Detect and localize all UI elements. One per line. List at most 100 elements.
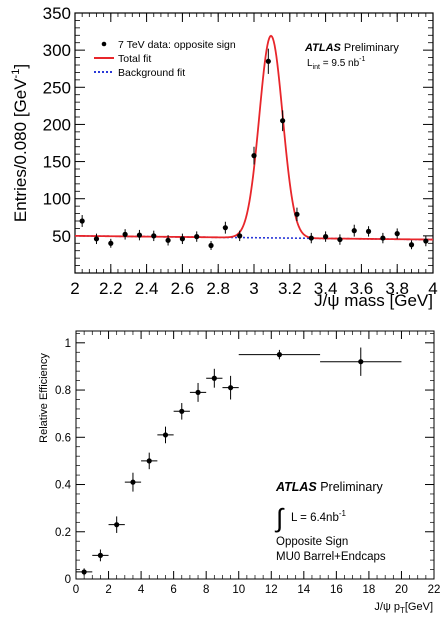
top-data-point <box>151 230 157 242</box>
top-data-marker <box>122 231 128 237</box>
bottom-data-marker <box>227 385 234 391</box>
top-data-marker <box>165 237 171 243</box>
svg-text:ATLAS Preliminary: ATLAS Preliminary <box>304 42 399 54</box>
bottom-atlas-label: ATLAS Preliminary ∫ L = 6.4nb-1 Opposite… <box>274 480 386 563</box>
bottom-x-axis-label: J/ψ pT[GeV] <box>374 601 433 615</box>
top-data-point <box>423 235 429 247</box>
bottom-data-point <box>238 349 321 360</box>
bottom-tick-labels: 0 2 4 6 8 10 12 14 16 18 20 22 0 0.2 0.4 0.6 0.8 1 <box>55 338 440 596</box>
top-luminosity: Lint = 9.5 nb-1 <box>307 56 366 71</box>
top-data-point <box>337 234 343 245</box>
top-data-point <box>179 233 185 245</box>
top-y-tick-label: 100 <box>43 190 71 209</box>
top-data-point <box>93 233 100 245</box>
bottom-y-tick-label: 0 <box>65 574 71 586</box>
top-data-marker <box>136 232 143 238</box>
bottom-data-point <box>189 382 207 402</box>
bottom-data-marker <box>130 479 136 485</box>
bottom-data-point <box>76 568 93 576</box>
top-x-tick-label: 2.4 <box>135 279 159 298</box>
bottom-y-axis-label: Relative Efficiency <box>38 353 50 443</box>
bottom-y-tick-label: 0.4 <box>55 480 72 492</box>
bottom-x-tick-label: 10 <box>232 584 245 596</box>
bottom-data-marker <box>276 352 283 358</box>
top-data-marker <box>251 153 257 159</box>
top-data-point <box>136 229 143 241</box>
top-data-point <box>408 240 415 250</box>
top-data-marker <box>237 233 243 239</box>
top-data-point <box>294 207 300 221</box>
bottom-x-tick-label: 16 <box>330 584 343 596</box>
top-data-point <box>351 224 357 237</box>
top-atlas-label: ATLAS Preliminary Lint = 9.5 nb-1 <box>304 42 399 71</box>
top-x-tick-label: 3.4 <box>314 279 338 298</box>
bottom-atlas-bold: ATLAS <box>275 480 317 494</box>
bottom-data-point <box>206 368 223 388</box>
top-atlas-preliminary: Preliminary <box>341 42 400 54</box>
svg-text:ATLAS Preliminary: ATLAS Preliminary <box>275 480 383 494</box>
bottom-trigger-label: MU0 Barrel+Endcaps <box>276 551 386 563</box>
top-data-marker <box>323 234 329 240</box>
top-atlas-bold: ATLAS <box>304 42 342 54</box>
bottom-atlas-preliminary: Preliminary <box>317 480 384 494</box>
top-data-point <box>222 221 228 234</box>
top-data-marker <box>151 233 157 239</box>
top-data-marker <box>423 238 429 244</box>
bottom-data-point <box>222 375 239 400</box>
top-legend: 7 TeV data: opposite sign Total fit Back… <box>94 39 236 79</box>
bottom-x-tick-label: 2 <box>105 584 111 596</box>
top-data-point <box>194 231 200 242</box>
bottom-axis-ticks <box>75 331 435 580</box>
bottom-data-point <box>108 516 125 533</box>
top-data-marker <box>208 242 214 249</box>
top-y-tick-label: 350 <box>43 4 71 23</box>
top-data-marker <box>265 58 271 64</box>
top-x-tick-label: 2.8 <box>206 279 230 298</box>
bottom-data-marker <box>211 375 217 381</box>
top-data-marker <box>179 236 185 242</box>
bottom-data-point <box>157 426 174 444</box>
bottom-data-marker <box>162 432 169 438</box>
bottom-data-marker <box>97 552 104 558</box>
bottom-data-marker <box>114 522 120 528</box>
bottom-x-tick-label: 0 <box>73 584 79 596</box>
integral-sign-icon: ∫ <box>274 503 285 533</box>
bottom-luminosity: L = 6.4nb-1 <box>291 509 347 524</box>
top-x-tick-label: 4 <box>428 279 437 298</box>
top-data-point <box>237 230 243 242</box>
top-data-marker <box>394 231 400 237</box>
top-fit-curves <box>74 34 434 241</box>
top-x-axis-label: J/ψ mass [GeV] <box>314 291 433 310</box>
bottom-data-marker <box>195 389 201 396</box>
bottom-data-point <box>92 549 109 562</box>
bottom-x-tick-label: 6 <box>170 584 176 596</box>
total-fit-line <box>74 34 434 241</box>
top-data-point <box>208 241 214 250</box>
top-data-marker <box>380 235 386 241</box>
bottom-x-tick-label: 20 <box>395 584 408 596</box>
top-x-tick-label: 3 <box>249 279 258 298</box>
bottom-data-point <box>141 452 158 470</box>
bottom-data-point <box>173 403 190 420</box>
top-data-marker <box>79 218 85 224</box>
bottom-chart-efficiency: 0 2 4 6 8 10 12 14 16 18 20 22 0 0.2 0.4 0.6 0.8 1 Relati… <box>38 330 440 615</box>
top-data-point <box>380 232 386 244</box>
top-data-marker <box>108 240 114 246</box>
bottom-data-marker <box>81 569 87 575</box>
legend-label-data: 7 TeV data: opposite sign <box>118 39 236 51</box>
top-data-marker <box>294 211 300 217</box>
bottom-x-tick-label: 12 <box>265 584 278 596</box>
top-data-point <box>122 229 128 240</box>
top-chart-mass: 2 2.2 2.4 2.6 2.8 3 3.2 3.4 3.6 3.8 4 50 100 150 200 25… <box>10 4 438 310</box>
top-x-tick-label: 3.8 <box>385 279 409 298</box>
top-data-points <box>79 48 429 250</box>
bottom-x-tick-label: 22 <box>428 584 441 596</box>
top-data-point <box>251 146 257 165</box>
top-data-point <box>108 238 114 248</box>
bottom-data-points <box>76 347 402 576</box>
top-data-marker <box>308 235 314 241</box>
top-data-marker <box>351 228 357 234</box>
bottom-data-point <box>124 472 142 492</box>
top-data-point <box>165 235 171 246</box>
